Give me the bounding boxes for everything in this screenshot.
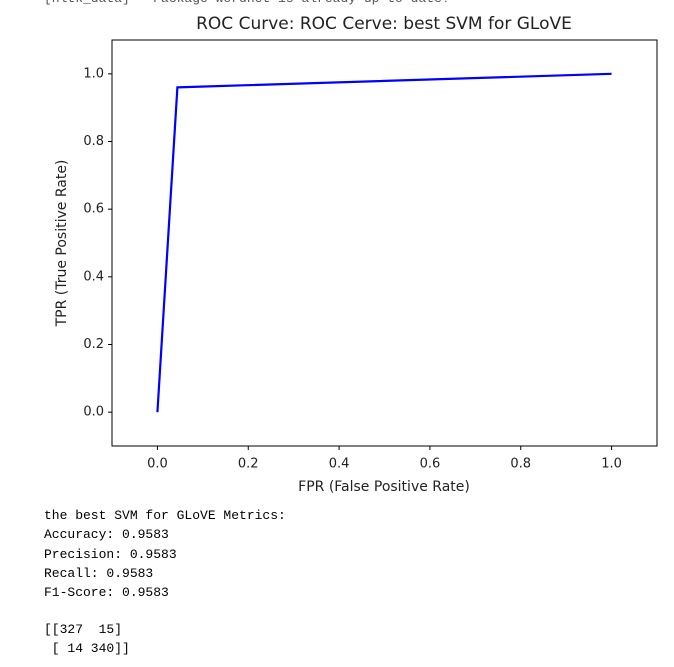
chart-title: ROC Curve: ROC Cerve: best SVM for GLoVE <box>196 14 572 34</box>
x-tick-label: 1.0 <box>601 457 622 472</box>
y-tick-label: 0.0 <box>83 405 104 420</box>
roc-line <box>156 72 612 413</box>
plot-frame <box>111 39 658 447</box>
output-line: [[327 15] <box>44 622 123 637</box>
y-tick-label: 0.4 <box>83 269 104 284</box>
y-tick-label: 1.0 <box>83 66 104 81</box>
x-tick-label: 0.2 <box>238 457 259 472</box>
y-tick-label: 0.8 <box>83 134 104 149</box>
y-tick-label: 0.6 <box>83 202 104 217</box>
y-tick-label: 0.2 <box>83 337 104 352</box>
chart: ROC Curve: ROC Cerve: best SVM for GLoVE… <box>54 14 658 495</box>
output-line: Precision: 0.9583 <box>44 546 177 562</box>
output-line: the best SVM for GLoVE Metrics: <box>44 508 286 523</box>
y-axis-label: TPR (True Positive Rate) <box>54 160 70 328</box>
output-line: [ 14 340]] <box>44 640 130 656</box>
x-tick-label: 0.0 <box>147 457 168 472</box>
x-tick-label: 0.4 <box>329 457 350 472</box>
x-tick-label: 0.6 <box>420 457 441 472</box>
output-line: Accuracy: 0.9583 <box>44 527 169 543</box>
x-tick-label: 0.8 <box>510 457 531 472</box>
output-line: Recall: 0.9583 <box>44 565 154 581</box>
output-line: F1-Score: 0.9583 <box>44 585 169 601</box>
x-axis-label: FPR (False Positive Rate) <box>298 479 470 495</box>
log-line: [nltk_data] Package wordnet is already u… <box>44 0 450 8</box>
